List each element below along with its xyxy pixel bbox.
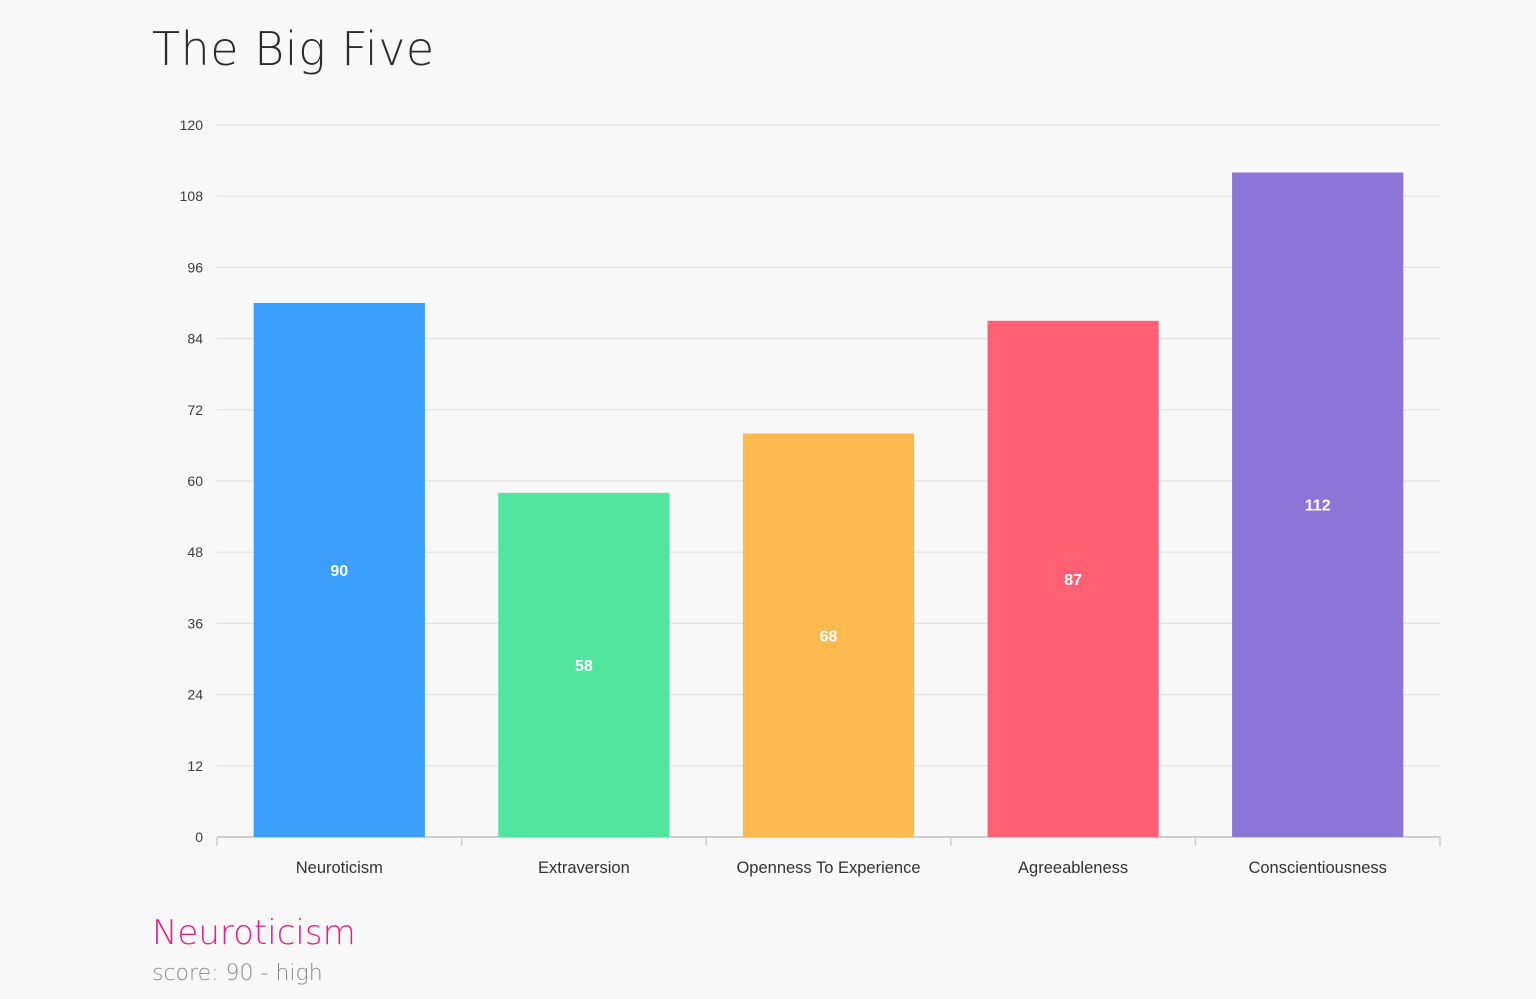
x-axis-category-labels: Neuroticism Extraversion Openness To Exper… [296,859,1387,877]
bar-value-label: 58 [575,658,593,675]
y-tick-label: 36 [187,615,203,631]
y-tick-label: 60 [187,473,203,489]
y-tick-label: 24 [187,687,203,703]
bar-value-label: 112 [1305,498,1331,515]
bar-value-label: 90 [330,563,348,580]
x-category-label: Neuroticism [296,859,383,877]
y-tick-label: 96 [187,259,203,275]
x-category-label: Agreeableness [1018,859,1128,877]
x-category-label: Conscientiousness [1248,859,1387,877]
bar-neuroticism[interactable] [253,303,425,837]
y-tick-label: 12 [187,758,203,774]
y-axis-tick-labels: 0 12 24 36 48 60 72 84 96 108 120 [180,117,204,845]
bar-value-label: 68 [820,628,838,645]
bar-extraversion[interactable] [498,492,670,837]
y-tick-label: 48 [187,544,203,560]
bar-data-labels: 90 58 68 87 112 [330,498,1330,675]
y-tick-label: 72 [187,402,203,418]
bars [253,172,1404,837]
bar-openness-to-experience[interactable] [742,433,915,837]
y-tick-label: 0 [195,829,203,845]
selected-trait-title: Neuroticism [152,913,356,953]
y-tick-label: 120 [180,117,204,133]
x-axis [216,836,1441,846]
page-title: The Big Five [152,22,435,76]
y-tick-label: 84 [187,331,203,347]
x-category-label: Extraversion [538,859,630,877]
bar-value-label: 87 [1064,572,1082,589]
y-tick-label: 108 [180,188,204,204]
selected-trait-score: score: 90 - high [152,961,323,986]
bar-conscientiousness[interactable] [1232,172,1404,837]
x-category-label: Openness To Experience [736,859,920,877]
bar-agreeableness[interactable] [987,320,1159,837]
